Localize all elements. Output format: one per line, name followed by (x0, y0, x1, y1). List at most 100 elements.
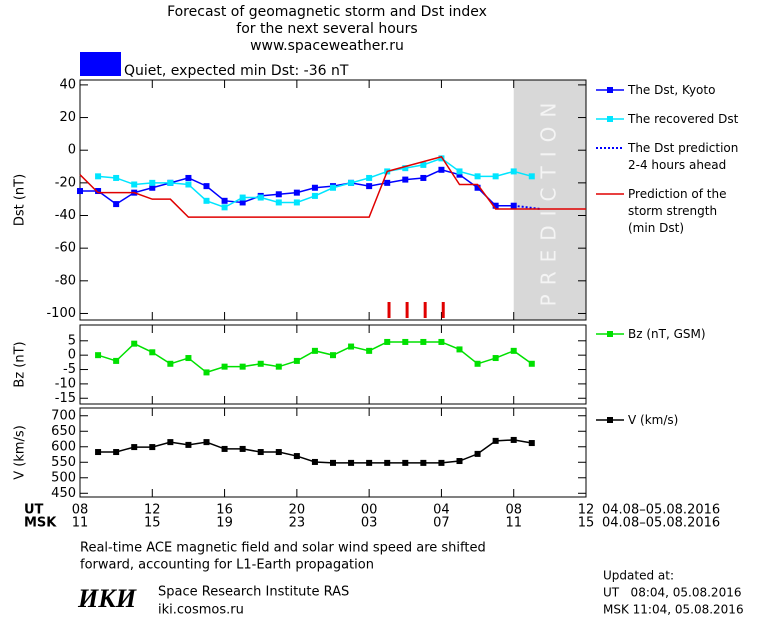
legend-swatch-marker (607, 331, 613, 337)
legend-swatch-marker (607, 87, 613, 93)
point (203, 183, 210, 190)
point (510, 168, 517, 175)
y-tick-label: 550 (51, 455, 76, 470)
date-range: 04.08–05.08.2016 (602, 503, 720, 518)
legend-label: The Dst prediction 2-4 hours ahead (627, 141, 738, 172)
y-tick-label: -80 (55, 273, 76, 288)
y-tick-label: -100 (46, 306, 76, 321)
y-tick-label: 5 (68, 333, 76, 348)
point (311, 192, 318, 199)
x-tick-label-msk: 23 (289, 516, 306, 531)
y-tick-label: 450 (51, 486, 76, 501)
x-axis-label: UT (24, 503, 44, 518)
point (438, 459, 445, 466)
point (402, 338, 409, 345)
point (311, 458, 318, 465)
point (474, 184, 481, 191)
point (474, 450, 481, 457)
x-tick-label: 20 (289, 503, 306, 518)
x-tick-label-msk: 03 (361, 516, 378, 531)
legend-label: V (km/s) (628, 413, 678, 427)
x-tick-label-msk: 15 (578, 516, 595, 531)
website: iki.cosmos.ru (158, 603, 244, 618)
point (113, 201, 120, 208)
updated-line: UT 08:04, 05.08.2016 (603, 586, 741, 600)
x-tick-label-msk: 19 (216, 516, 233, 531)
point (528, 173, 535, 180)
y-tick-label: -5 (63, 362, 76, 377)
x-tick-label: 08 (505, 503, 522, 518)
prediction-zone (513, 80, 586, 320)
y-tick-label: 700 (51, 408, 76, 423)
point (384, 179, 391, 186)
point (131, 181, 138, 188)
point (275, 363, 282, 370)
point (149, 184, 156, 191)
point (95, 352, 102, 359)
y-tick-label: 0 (68, 143, 76, 158)
legend-swatch-marker (607, 116, 613, 122)
point (275, 199, 282, 206)
point (95, 188, 102, 195)
y-axis-label: V (km/s) (13, 425, 28, 480)
point (257, 194, 264, 201)
point (185, 181, 192, 188)
legend-label: The recovered Dst (627, 112, 739, 126)
legend-swatch-marker (607, 417, 613, 423)
y-tick-label: 20 (59, 110, 76, 125)
point (221, 363, 228, 370)
point (366, 347, 373, 354)
point (528, 440, 535, 447)
title-line: for the next several hours (236, 21, 417, 37)
x-tick-label-msk: 07 (433, 516, 450, 531)
point (275, 449, 282, 456)
series-line (79, 155, 586, 218)
point (510, 347, 517, 354)
point (492, 173, 499, 180)
point (149, 349, 156, 356)
prediction-label: PREDICTION (536, 94, 560, 307)
point (438, 338, 445, 345)
point (257, 449, 264, 456)
x-tick-label: 12 (578, 503, 595, 518)
plot-frame (79, 407, 587, 498)
status-indicator (80, 52, 121, 76)
point (384, 459, 391, 466)
point (492, 202, 499, 209)
point (203, 439, 210, 446)
point (95, 449, 102, 456)
point (456, 171, 463, 178)
point (420, 338, 427, 345)
y-tick-label: 600 (51, 439, 76, 454)
y-tick-label: 0 (68, 348, 76, 363)
point (348, 179, 355, 186)
point (510, 436, 517, 443)
point (528, 360, 535, 367)
y-axis-label: Dst (nT) (13, 174, 28, 226)
point (366, 174, 373, 181)
point (167, 439, 174, 446)
point (95, 173, 102, 180)
point (330, 184, 336, 191)
point (167, 179, 174, 186)
point (185, 355, 192, 362)
x-tick-label-msk: 11 (72, 516, 89, 531)
point (149, 444, 156, 451)
point (438, 155, 445, 162)
date-range: 04.08–05.08.2016 (602, 516, 720, 531)
x-tick-label: 08 (72, 503, 89, 518)
point (311, 347, 318, 354)
point (293, 199, 300, 206)
point (185, 174, 192, 181)
point (131, 444, 138, 451)
point (239, 363, 246, 370)
point (203, 369, 210, 376)
legend-label: Prediction of the storm strength (min Dst) (628, 187, 727, 235)
y-tick-label: -15 (55, 391, 76, 406)
legend-label: The Dst, Kyoto (627, 83, 715, 97)
title-line: Forecast of geomagnetic storm and Dst in… (167, 4, 487, 20)
point (239, 199, 246, 206)
x-tick-label: 00 (361, 503, 378, 518)
point (113, 174, 120, 181)
plot-frame (79, 79, 587, 321)
